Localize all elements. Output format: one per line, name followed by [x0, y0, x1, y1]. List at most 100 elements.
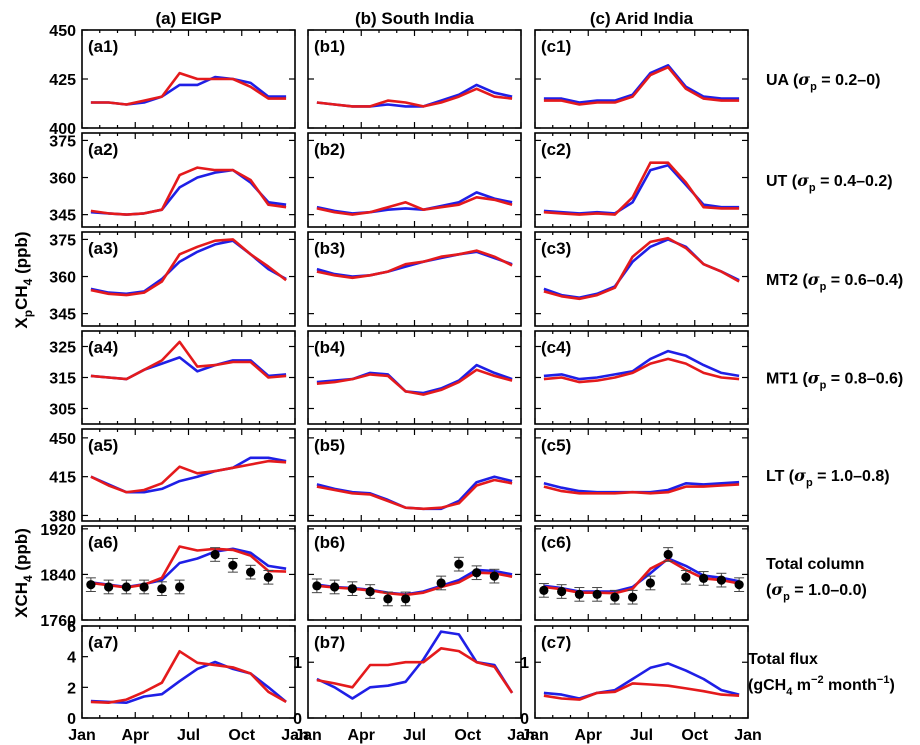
y-tick-label: 380 [49, 508, 76, 525]
red-series-line [90, 166, 287, 216]
y-tick-label: 1920 [40, 522, 76, 539]
panel-label: (a5) [88, 436, 118, 455]
observation-point [347, 584, 357, 594]
x-tick-label: Oct [228, 727, 255, 744]
panel: (c2) [534, 132, 749, 228]
panel-frame [81, 428, 296, 522]
red-series-line [90, 238, 287, 297]
y-tick-label: 345 [49, 208, 76, 225]
observation-point [263, 572, 273, 582]
y-tick-label: 375 [49, 133, 76, 150]
panel-label: (b2) [314, 140, 345, 159]
observation-point [86, 580, 96, 590]
panel-frame [81, 132, 296, 228]
y-tick-label: 450 [49, 23, 76, 40]
red-series-line [543, 65, 740, 106]
red-series-line [90, 340, 287, 381]
blue-series-line [543, 662, 740, 700]
x-tick-label: Oct [454, 727, 481, 744]
y-tick-label: 2 [67, 680, 76, 697]
panel-label: (c7) [541, 633, 571, 652]
observation-point [157, 584, 167, 594]
y-tick-label: 425 [49, 72, 76, 89]
red-series-line [316, 87, 513, 108]
red-series-line [316, 368, 513, 396]
panel-frame [307, 29, 522, 129]
panel-label: (c1) [541, 37, 571, 56]
red-series-line [90, 71, 287, 106]
panel-label: (b6) [314, 533, 345, 552]
x-tick-label: Jan [734, 727, 762, 744]
y-tick-label: 0 [293, 711, 302, 728]
panel-label: (a4) [88, 338, 118, 357]
y-tick-label: 400 [49, 121, 76, 138]
panel-label: (c2) [541, 140, 571, 159]
panel-frame [81, 525, 296, 621]
panel: 0 2 4 6 (a7) Jan Apr Jul Oct Jan [67, 619, 309, 744]
observation-point [312, 581, 322, 591]
red-series-line [543, 161, 740, 216]
x-tick-label: Apr [347, 727, 375, 744]
red-series-line [543, 483, 740, 495]
panel: 400 425 450 (a1) [49, 23, 296, 138]
y-tick-label: 325 [49, 340, 76, 357]
panel-label: (a7) [88, 633, 118, 652]
row-label: LT (σp = 1.0–0.8) [766, 466, 890, 489]
x-tick-label: Jan [294, 727, 322, 744]
panel-frame [307, 231, 522, 327]
column-title: (a) EIGP [155, 9, 221, 28]
red-series-line [543, 236, 740, 301]
x-tick-label: Jul [403, 727, 426, 744]
observation-point [401, 594, 411, 604]
y-axis-title: XpCH4 (ppb) [12, 231, 35, 328]
y-axis-title: XCH4 (ppb) [12, 528, 35, 618]
panel-frame [307, 428, 522, 522]
panel: (c5) [534, 428, 749, 522]
blue-series-line [543, 349, 740, 381]
row-label: MT1 (σp = 0.8–0.6) [766, 369, 903, 392]
y-tick-label: 1 [520, 655, 529, 672]
column-title: (b) South India [355, 9, 475, 28]
panel-label: (b3) [314, 239, 345, 258]
panel-label: (c5) [541, 436, 571, 455]
panel-frame [307, 330, 522, 425]
panel: 0 1 (b7) Jan Apr Jul Oct Jan [293, 625, 535, 744]
row-label: Total column [766, 556, 864, 573]
observation-point [681, 572, 691, 582]
observation-point [716, 575, 726, 585]
panel: (c3) [534, 231, 749, 327]
observation-point [472, 568, 482, 578]
y-tick-label: 415 [49, 470, 76, 487]
panel: (b5) [307, 428, 522, 522]
red-series-line [316, 249, 513, 280]
x-tick-label: Apr [121, 727, 149, 744]
observation-point [454, 559, 464, 569]
observation-point [489, 571, 499, 581]
observation-point [645, 578, 655, 588]
panel-label: (a2) [88, 140, 118, 159]
panel-label: (a3) [88, 239, 118, 258]
row-label: MT2 (σp = 0.6–0.4) [766, 270, 903, 293]
observation-point [210, 549, 220, 560]
x-tick-label: Jan [521, 727, 549, 744]
panel-label: (a1) [88, 37, 118, 56]
panel-label: (c6) [541, 533, 571, 552]
panel: 0 1 (c7) Jan Apr Jul Oct Jan [520, 625, 762, 744]
observation-point [557, 586, 567, 597]
observation-point [139, 582, 149, 592]
y-tick-label: 450 [49, 431, 76, 448]
observation-point [175, 582, 185, 592]
x-tick-label: Jul [177, 727, 200, 744]
observation-point [436, 578, 446, 588]
x-tick-label: Jan [281, 727, 309, 744]
y-tick-label: 1760 [40, 613, 76, 630]
panel-label: (b5) [314, 436, 345, 455]
y-tick-label: 375 [49, 232, 76, 249]
panel: (b6) [307, 525, 522, 621]
observation-point [539, 585, 549, 595]
observation-point [574, 589, 584, 599]
panel: (b3) [307, 231, 522, 327]
red-series-line [316, 196, 513, 216]
panel-label: (a6) [88, 533, 118, 552]
panel: 1760 1840 1920 (a6) [40, 522, 296, 630]
